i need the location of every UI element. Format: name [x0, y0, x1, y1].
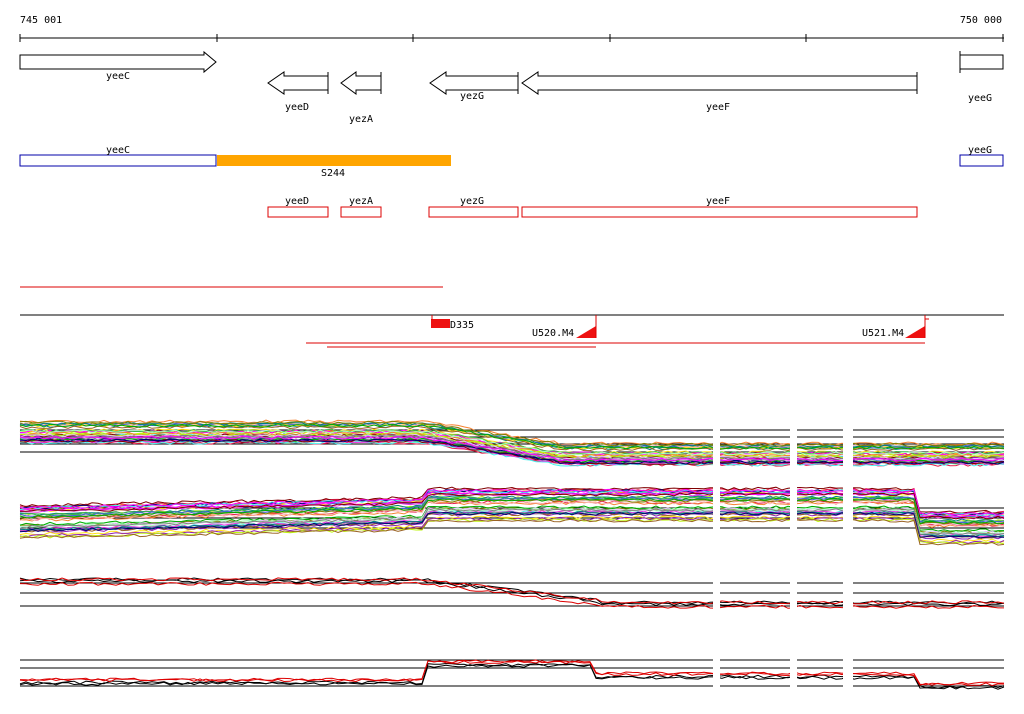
expression-track-3 — [19, 543, 1005, 623]
track-gap — [843, 390, 853, 470]
expression-profile-line — [19, 492, 1005, 520]
feature-u520-marker[interactable] — [576, 326, 596, 338]
segment-label-S244: S244 — [321, 168, 345, 179]
feature-u521-marker[interactable] — [905, 326, 925, 338]
red-gene-yezG[interactable] — [428, 206, 519, 218]
gene-label-yeeF: yeeF — [706, 102, 730, 113]
red-gene-label-yeeD: yeeD — [285, 196, 309, 207]
track-gap — [843, 543, 853, 623]
expression-profile-line — [19, 659, 1004, 686]
gene-arrow-yezA[interactable]: yezA — [340, 71, 382, 125]
expression-profile-line — [20, 492, 1005, 520]
gene-arrow-yeeD[interactable]: yeeD — [267, 71, 329, 113]
expression-track-4 — [19, 620, 1005, 700]
expression-profile-line — [19, 581, 1004, 609]
red-gene-yeeF[interactable] — [521, 206, 918, 218]
track-gap — [843, 468, 853, 548]
track-gap — [713, 390, 720, 470]
expression-profile-line — [19, 425, 1005, 452]
track-gap — [790, 390, 797, 470]
track-gap — [790, 620, 797, 700]
feature-u521-label: U521.M4 — [862, 328, 904, 339]
expression-profile-line — [19, 486, 1005, 514]
red-gene-label-yezA: yezA — [349, 196, 373, 207]
expression-profile-line — [19, 488, 1005, 516]
track-gap — [713, 468, 720, 548]
expression-profile-line — [19, 518, 1005, 546]
coordinate-ruler: 745 001 750 000 — [19, 15, 1004, 42]
gene-label-yezA: yezA — [349, 114, 373, 125]
expression-profile-line — [19, 577, 1005, 605]
segment-label-yeeC: yeeC — [106, 145, 130, 156]
gene-label-yeeC: yeeC — [106, 71, 130, 82]
feature-u520-label: U520.M4 — [532, 328, 574, 339]
expression-profile-line — [19, 579, 1005, 607]
expression-track-1 — [19, 390, 1005, 470]
feature-d335-box[interactable] — [431, 319, 450, 328]
red-gene-yezA[interactable] — [340, 206, 382, 218]
expression-profile-line — [19, 507, 1005, 536]
gene-arrow-yezG[interactable]: yezG — [429, 71, 519, 102]
expression-profile-line — [19, 438, 1005, 465]
red-gene-label-yezG: yezG — [460, 196, 484, 207]
ruler-end-label: 750 000 — [960, 15, 1002, 26]
gene-label-yeeD: yeeD — [285, 102, 309, 113]
expression-profile-line — [19, 489, 1005, 517]
expression-profile-line — [19, 429, 1005, 456]
expression-profile-line — [19, 497, 1005, 525]
gene-arrow-yeeF[interactable]: yeeF — [521, 71, 918, 113]
feature-d335-label: D335 — [450, 320, 474, 331]
track-gap — [713, 543, 720, 623]
segment-track: yeeC S244 yeeG — [19, 145, 1004, 179]
segment-yeeC[interactable] — [19, 154, 217, 167]
expression-track-2 — [19, 468, 1005, 548]
gene-arrow-yeeG[interactable]: yeeG — [959, 51, 1004, 104]
track-gap — [790, 468, 797, 548]
expression-profile-line — [19, 423, 1005, 450]
gene-label-yezG: yezG — [460, 91, 484, 102]
feature-track: D335 U520.M4 U521.M4 — [20, 286, 1004, 348]
red-gene-label-yeeF: yeeF — [706, 196, 730, 207]
track-gap — [713, 620, 720, 700]
expression-profile-line — [19, 511, 1005, 539]
gene-annotation-track: yeeC yeeD yezA yezG yeeF yeeG — [19, 50, 1004, 125]
track-gap — [843, 620, 853, 700]
gene-label-yeeG: yeeG — [968, 93, 992, 104]
expression-profile-line — [19, 510, 1005, 538]
expression-profile-line — [19, 505, 1004, 533]
red-gene-track: yeeD yezA yezG yeeF — [267, 196, 918, 218]
expression-profile-line — [19, 663, 1005, 690]
ruler-start-label: 745 001 — [20, 15, 62, 26]
segment-S244[interactable] — [217, 155, 451, 166]
gene-arrow-yeeC[interactable]: yeeC — [19, 50, 217, 82]
segment-yeeG[interactable] — [959, 154, 1004, 167]
segment-label-yeeG: yeeG — [968, 145, 992, 156]
red-gene-yeeD[interactable] — [267, 206, 329, 218]
expression-profile-line — [19, 434, 1005, 461]
expression-profile-line — [19, 435, 1005, 462]
expression-profile-line — [19, 501, 1005, 529]
track-gap — [790, 543, 797, 623]
expression-profile-line — [19, 495, 1005, 523]
